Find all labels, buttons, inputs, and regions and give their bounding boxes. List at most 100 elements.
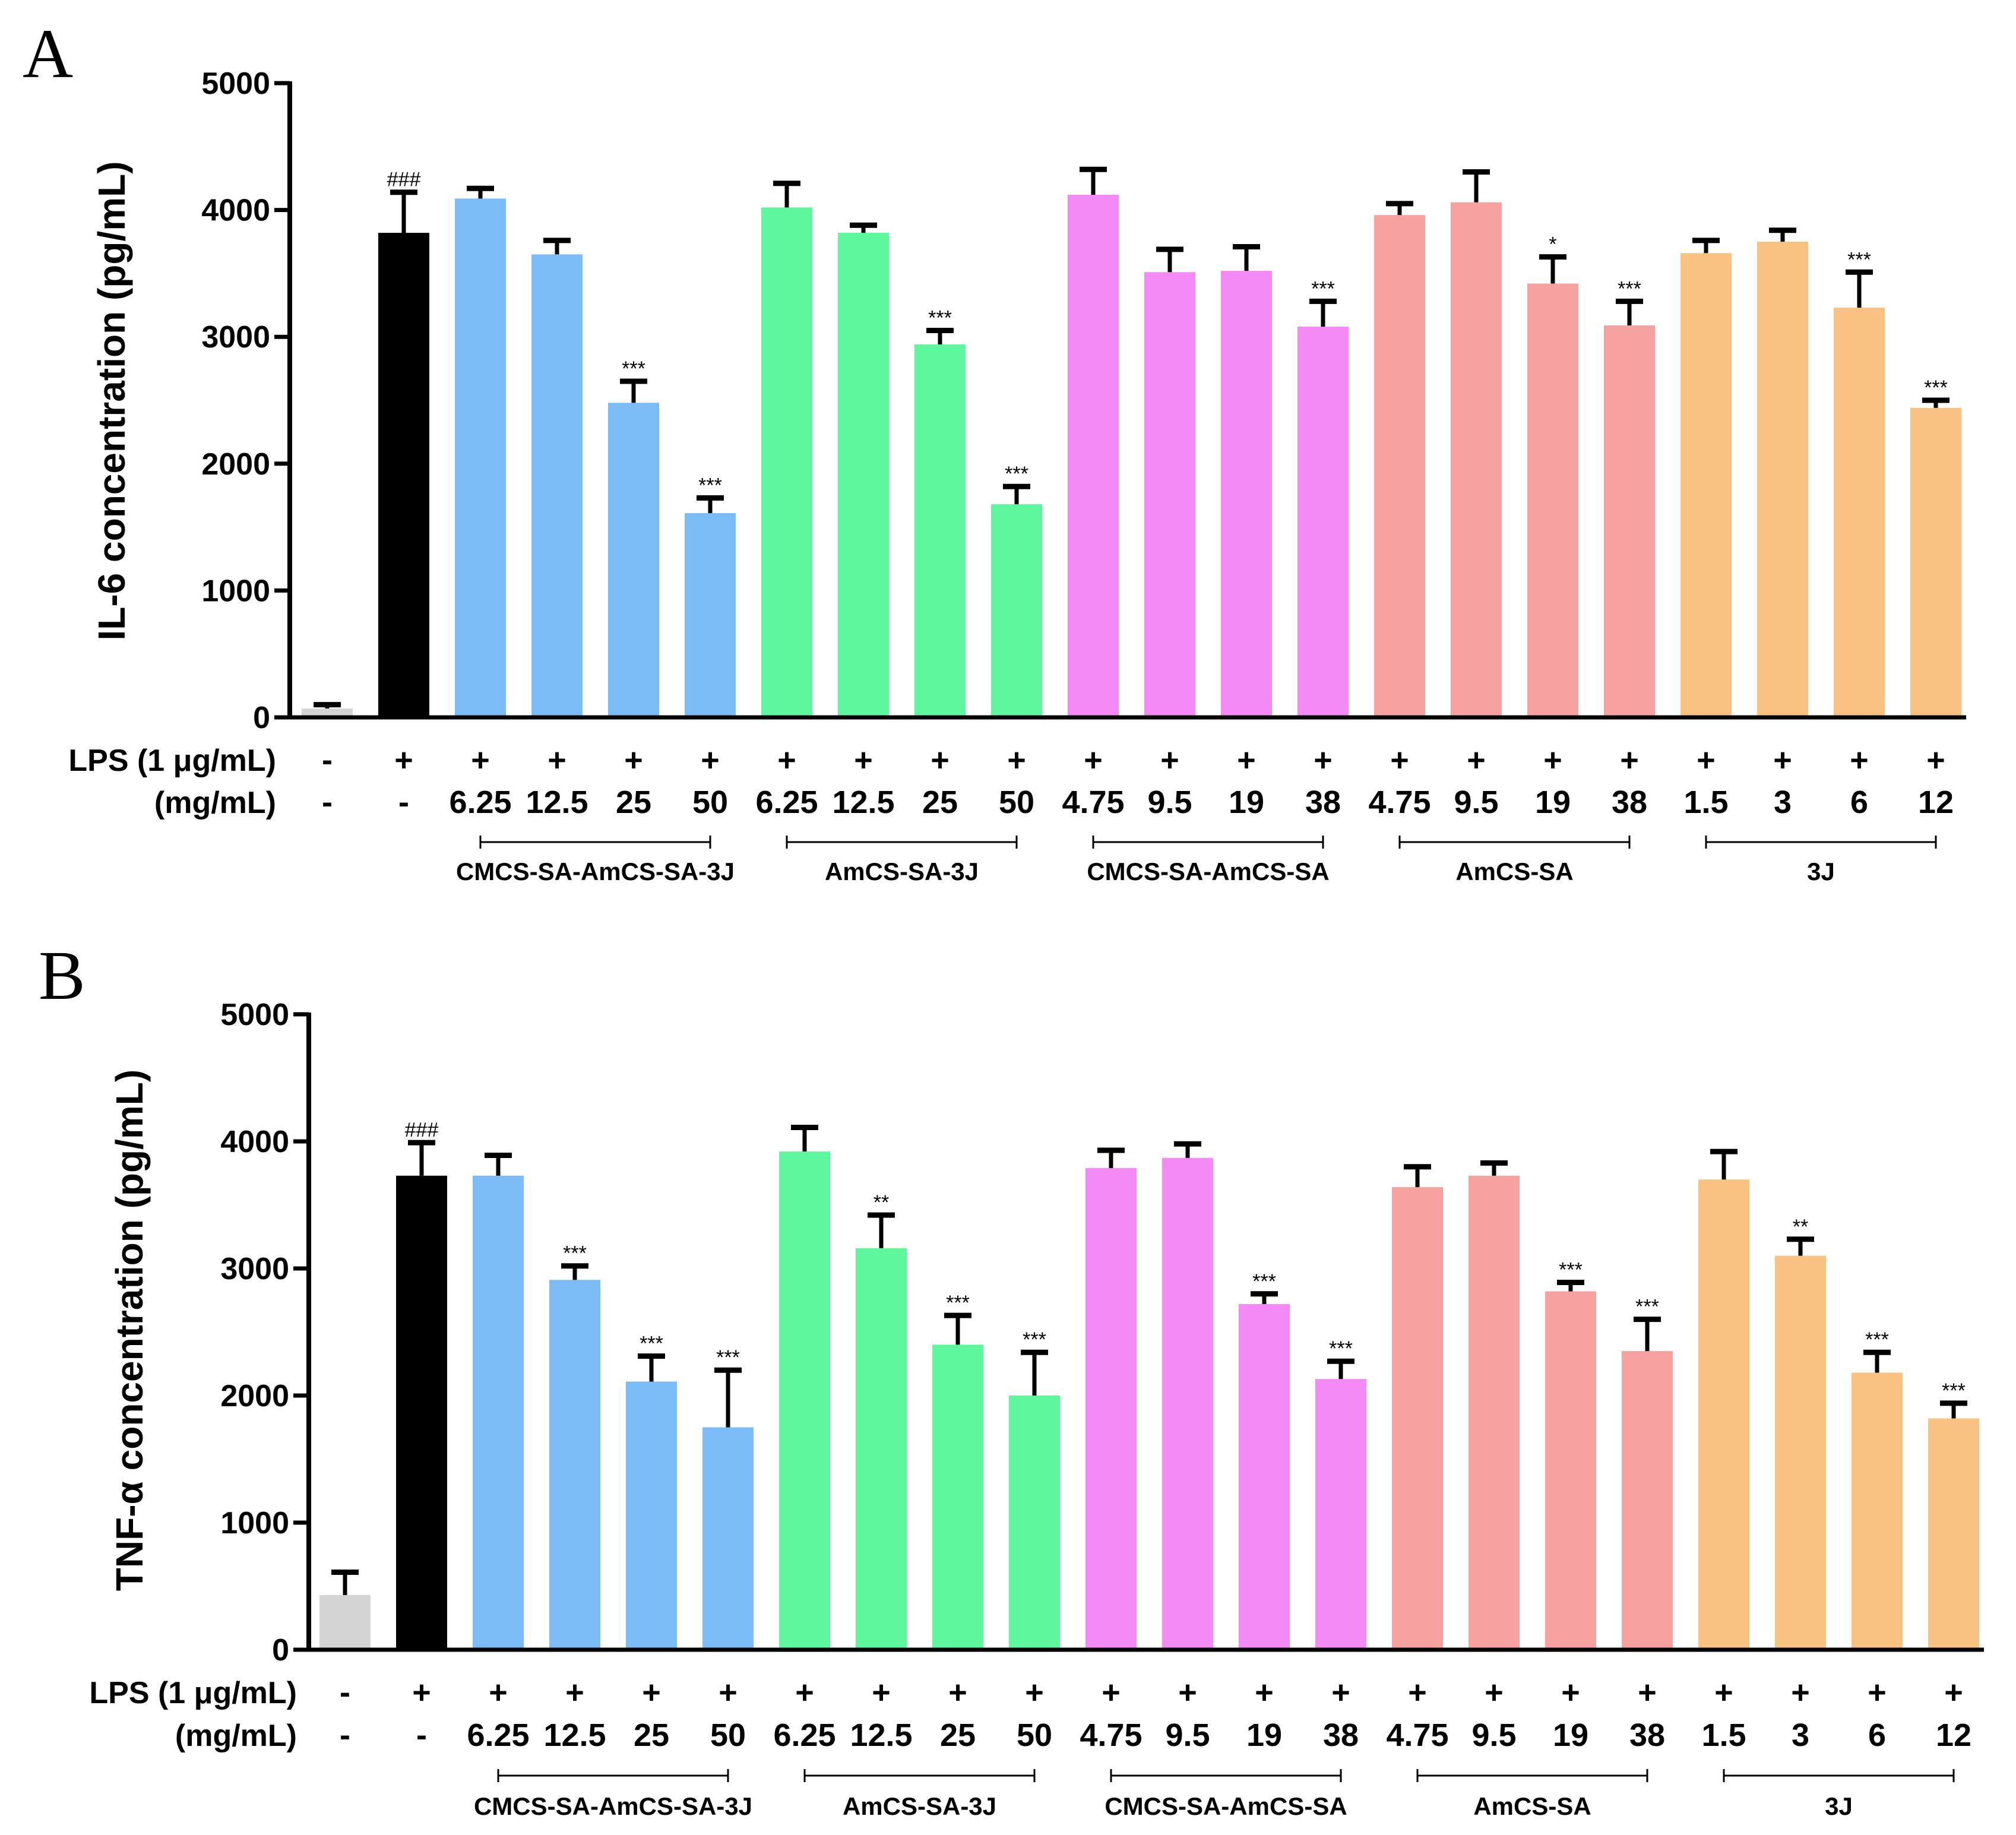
panel-a-bar	[1144, 272, 1195, 717]
panel-b-significance-label: ***	[1023, 1328, 1046, 1351]
panel-b-bar	[319, 1594, 371, 1650]
panel-a-dose-value: 12	[1918, 784, 1954, 820]
panel-a-lps-value: +	[1007, 742, 1026, 778]
panel-a-lps-value: +	[1543, 742, 1562, 778]
panel-a-lps-value: +	[1926, 742, 1945, 778]
panel-a-bar	[608, 403, 659, 717]
panel-b-dose-value: 38	[1323, 1717, 1359, 1753]
panel-a-lps-value: +	[777, 742, 796, 778]
panel-b-bar	[779, 1151, 830, 1650]
panel-a-lps-value: +	[931, 742, 950, 778]
panel-a-significance-label: ***	[622, 357, 645, 380]
panel-b-dose-row-label: (mg/mL)	[175, 1719, 297, 1753]
panel-b-dose-value: 1.5	[1701, 1717, 1746, 1753]
panel-a-bar	[302, 708, 353, 717]
panel-b-significance-label: ###	[405, 1119, 439, 1141]
panel-b-lps-value: +	[1255, 1675, 1274, 1710]
panel-b-dose-value: 4.75	[1386, 1717, 1448, 1753]
panel-b-dose-value: 12.5	[850, 1717, 912, 1753]
panel-a-ylabel-text: IL-6 concentration (pg/mL)	[90, 161, 133, 640]
panel-a-dose-value: 6.25	[449, 784, 511, 820]
panel-b-significance-label: ***	[716, 1346, 740, 1369]
panel-b-bar	[1469, 1175, 1520, 1650]
panel-b-dose-value: -	[340, 1717, 350, 1753]
panel-a-bar	[1068, 194, 1119, 717]
panel-b-significance-label: **	[1793, 1216, 1808, 1238]
panel-a-bar	[1527, 283, 1578, 717]
panel-b-lps-value: +	[1408, 1675, 1427, 1710]
panel-a-bar	[761, 207, 812, 717]
panel-b-dose-value: 9.5	[1471, 1717, 1516, 1753]
panel-a-dose-value: -	[322, 784, 333, 820]
panel-a-lps-value: +	[624, 742, 643, 778]
panel-a-bar	[378, 233, 429, 718]
panel-a-significance-label: ***	[1924, 377, 1948, 399]
panel-a-significance-label: *	[1549, 233, 1556, 256]
panel-b-lps-value: +	[412, 1675, 431, 1710]
panel-b-group-label: 3J	[1825, 1792, 1853, 1820]
panel-a-lps-value: +	[1697, 742, 1716, 778]
panel-b-lps-value: +	[795, 1675, 814, 1710]
panel-a-lps-value: +	[1467, 742, 1486, 778]
panel-b-y-tick-label: 0	[272, 1633, 289, 1668]
panel-a-bar	[531, 254, 583, 717]
panel-a-dose-value: 3	[1774, 784, 1792, 820]
panel-a-y-tick-label: 3000	[201, 320, 270, 355]
panel-a-lps-value: +	[394, 742, 413, 778]
panel-b-significance-label: ***	[1865, 1328, 1889, 1351]
panel-b-y-tick-label: 1000	[220, 1506, 289, 1540]
panel-a-dose-value: 1.5	[1683, 784, 1728, 820]
panel-b-bar	[1622, 1351, 1673, 1650]
panel-b-lps-value: +	[719, 1675, 738, 1710]
panel-b-bar	[1852, 1372, 1903, 1650]
panel-a-dose-value: 38	[1305, 784, 1341, 820]
panel-a-y-tick-label: 0	[253, 701, 270, 735]
panel-a-dose-row-label: (mg/mL)	[154, 786, 276, 820]
panel-b-bar	[1928, 1418, 1979, 1650]
panel-b-lps-value: -	[340, 1675, 350, 1710]
panel-a-bar	[1834, 308, 1885, 717]
panel-a-significance-label: ***	[1618, 277, 1641, 300]
panel-b-lps-value: +	[1485, 1675, 1504, 1710]
panel-a-bar	[685, 513, 736, 717]
panel-b-dose-value: 6	[1868, 1717, 1886, 1753]
panel-b-significance-label: ***	[563, 1242, 587, 1265]
panel-a-lps-value: +	[1314, 742, 1333, 778]
panel-b-group-label: AmCS-SA-3J	[843, 1792, 996, 1820]
panel-a-dose-value: 50	[999, 784, 1034, 820]
panel-b-lps-row-label: LPS (1 μg/mL)	[89, 1676, 297, 1710]
panel-b-dose-value: 50	[710, 1717, 746, 1753]
panel-b-dose-value: 6.25	[773, 1717, 835, 1753]
panel-a-ylabel: IL-6 concentration (pg/mL)	[90, 161, 133, 640]
panel-b-plot: ###*************************************…	[220, 998, 1984, 1820]
panel-b-bar	[932, 1344, 983, 1650]
panel-a-dose-value: 6.25	[755, 784, 818, 820]
panel-a-bar	[1757, 242, 1808, 717]
panel-a-group-label: 3J	[1807, 858, 1835, 885]
panel-b-ylabel-text: TNF-α concentration (pg/mL)	[108, 1070, 151, 1591]
panel-b-dose-value: 3	[1792, 1717, 1809, 1753]
panel-a-lps-value: +	[1160, 742, 1179, 778]
panel-a-bar	[1451, 202, 1502, 717]
panel-a-lps-value: -	[322, 742, 333, 778]
panel-b-y-tick-label: 5000	[220, 998, 289, 1032]
panel-b-dose-value: 12	[1936, 1717, 1971, 1753]
panel-b-bar	[1085, 1168, 1137, 1650]
panel-a-significance-label: ***	[928, 307, 952, 330]
panel-a-group-label: AmCS-SA	[1455, 858, 1573, 885]
panel-a-dose-value: 25	[922, 784, 958, 820]
panel-a-lps-value: +	[1850, 742, 1869, 778]
panel-b-lps-value: +	[1025, 1675, 1044, 1710]
panel-a: A IL-6 concentration (pg/mL) ###********…	[23, 15, 1966, 885]
panel-a-bar	[1680, 253, 1732, 717]
panel-b-lps-value: +	[1638, 1675, 1657, 1710]
panel-a-lps-value: +	[547, 742, 566, 778]
panel-b-dose-value: 6.25	[467, 1717, 529, 1753]
panel-a-dose-value: 6	[1850, 784, 1868, 820]
panel-b-bar	[1315, 1379, 1366, 1650]
panel-b-y-tick-label: 4000	[220, 1125, 289, 1159]
panel-a-bar	[838, 233, 889, 718]
panel-b-dose-value: -	[416, 1717, 427, 1753]
panel-a-dose-value: 4.75	[1368, 784, 1430, 820]
panel-a-significance-label: ***	[1847, 248, 1871, 271]
